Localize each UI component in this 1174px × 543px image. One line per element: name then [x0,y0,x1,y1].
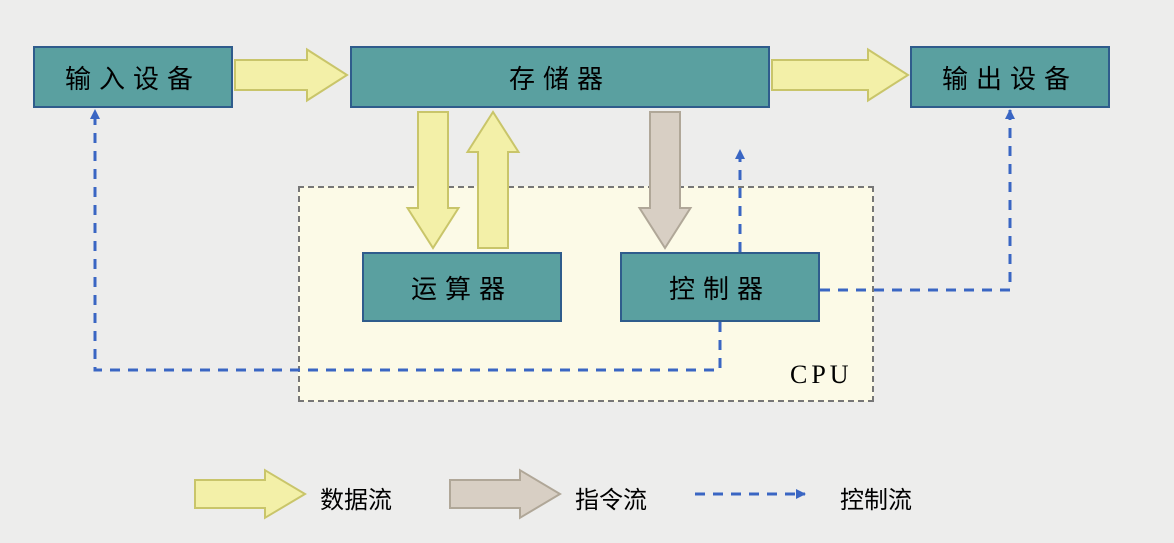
diagram-container: { "type": "flowchart", "canvas": { "widt… [0,0,1174,543]
cpu-label: CPU [790,360,853,390]
node-memory: 存储器 [350,46,770,108]
legend-data-label: 数据流 [320,480,392,515]
node-alu: 运算器 [362,252,562,322]
legend-instr-label: 指令流 [575,480,647,515]
node-input: 输入设备 [33,46,233,108]
node-output: 输出设备 [910,46,1110,108]
legend-control-label: 控制流 [840,480,912,515]
node-control: 控制器 [620,252,820,322]
